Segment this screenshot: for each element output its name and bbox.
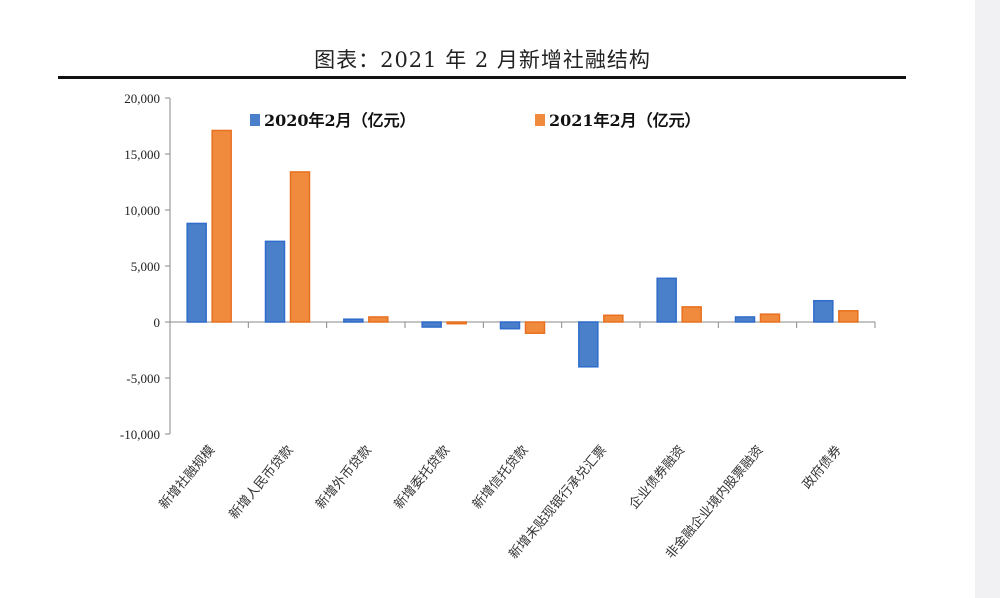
bar-2020 [186,222,207,323]
bar-2021 [759,313,781,323]
bar-2021 [838,310,859,323]
y-tick-label: -10,000 [120,427,160,442]
y-tick-label: -5,000 [126,371,160,386]
category-label: 企业债券融资 [626,442,688,512]
y-tick-label: 20,000 [124,91,160,106]
bar-2020 [734,316,756,323]
title-rule [58,76,906,79]
legend-swatch [535,114,545,126]
bar-2020 [264,240,286,323]
y-tick-label: 15,000 [124,147,160,162]
category-label: 新增信托贷款 [469,442,531,512]
bar-2021 [524,321,546,334]
category-label: 新增社融规模 [156,442,218,512]
bar-2020 [499,321,521,330]
category-label: 政府债券 [799,442,845,492]
bar-2021 [681,306,702,323]
chart-title: 图表：2021 年 2 月新增社融结构 [314,48,651,72]
bar-2021 [211,129,232,323]
bar-2020 [656,277,677,323]
legend-label: 2021年2月（亿元） [549,111,701,130]
side-strip [975,0,1000,598]
legend-label: 2020年2月（亿元） [264,111,416,130]
category-label: 新增外币贷款 [312,442,374,512]
bar-2020 [343,318,364,323]
bar-2020 [421,321,442,328]
category-label: 新增委托贷款 [391,442,453,512]
bar-2021 [603,314,624,323]
y-tick-label: 0 [154,315,161,330]
legend-swatch [250,114,260,126]
bar-2020 [813,299,834,323]
bar-2021 [368,316,389,323]
category-label: 新增人民币贷款 [226,442,297,522]
bar-2020 [578,321,599,368]
bar-2021 [446,321,467,325]
bar-2021 [289,171,311,323]
y-tick-label: 10,000 [124,203,160,218]
y-tick-label: 5,000 [131,259,160,274]
